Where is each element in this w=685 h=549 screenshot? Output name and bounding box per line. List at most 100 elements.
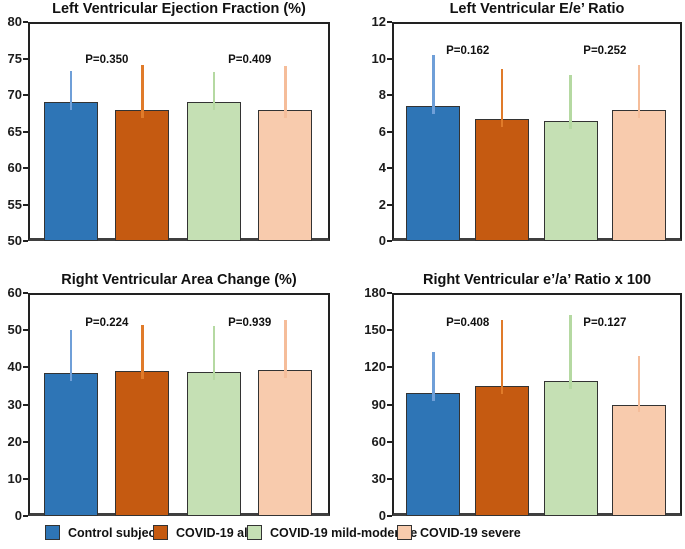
legend-label: COVID-19 mild-moderate <box>270 525 418 540</box>
y-tick-mark <box>23 403 28 406</box>
y-tick-label: 75 <box>7 50 22 66</box>
p-value-label: P=0.127 <box>583 317 627 330</box>
legend-item-control-subjects: Control subjects <box>45 525 167 540</box>
y-tick-label: 10 <box>371 50 386 66</box>
y-tick-mark <box>387 240 392 242</box>
y-tick-label: 30 <box>371 470 386 486</box>
y-tick-label: 6 <box>378 123 386 139</box>
error-bar-covid-19-severe <box>284 319 287 379</box>
bar-control-subjects <box>406 393 461 516</box>
chart-title: Left Ventricular E/e’ Ratio <box>449 1 625 17</box>
y-tick-mark <box>387 515 392 517</box>
y-tick-label: 50 <box>7 233 22 248</box>
chart-title: Right Ventricular Area Change (%) <box>61 272 297 288</box>
y-tick-label: 70 <box>7 87 22 102</box>
bar-covid-19-severe <box>612 109 667 241</box>
y-tick-mark <box>23 130 28 133</box>
chart-panel-rv-area-change: Right Ventricular Area Change (%) 60 50 40… <box>0 270 342 523</box>
y-tick-label: 20 <box>7 433 22 449</box>
chart-title: Right Ventricular e’/a’ Ratio x 100 <box>422 272 652 288</box>
y-tick-mark <box>23 292 28 294</box>
y-tick-mark <box>387 292 392 294</box>
error-bar-control-subjects <box>69 70 73 111</box>
y-tick-mark <box>387 329 392 332</box>
error-bar-control-subjects <box>69 330 73 381</box>
error-bar-control-subjects <box>432 54 435 114</box>
bar-covid-19-mild-moderate <box>187 102 242 241</box>
error-bar-covid-19-mild-moderate <box>569 74 572 129</box>
legend-swatch-covid-19-all <box>153 525 168 540</box>
bar-covid-19-mild-moderate <box>187 371 242 516</box>
y-tick-label: 40 <box>7 359 22 375</box>
y-tick-mark <box>387 167 392 169</box>
chart-panel-lv-ejection-fraction: Left Ventricular Ejection Fraction (%) 8… <box>0 0 342 270</box>
bar-covid-19-all <box>115 371 170 516</box>
y-tick-mark <box>23 329 28 332</box>
y-tick-label: 60 <box>7 160 22 175</box>
y-tick-label: 120 <box>364 359 386 375</box>
y-tick-mark <box>387 94 392 96</box>
y-tick-label: 60 <box>371 433 386 449</box>
error-bar-covid-19-all <box>141 65 144 118</box>
p-value-label: P=0.350 <box>85 54 129 67</box>
y-tick-mark <box>23 57 28 60</box>
bar-covid-19-severe <box>612 404 667 516</box>
bar-covid-19-mild-moderate <box>543 380 598 516</box>
bar-control-subjects <box>44 372 99 516</box>
y-tick-mark <box>23 21 28 23</box>
y-tick-mark <box>387 366 392 369</box>
bar-control-subjects <box>44 102 99 241</box>
y-tick-mark <box>23 203 28 206</box>
legend-item-covid-19-mild-moderate: COVID-19 mild-moderate <box>247 525 417 540</box>
error-bar-covid-19-severe <box>637 64 641 118</box>
error-bar-covid-19-all <box>500 69 504 127</box>
y-tick-label: 150 <box>364 322 386 338</box>
y-tick-label: 55 <box>7 196 22 212</box>
y-tick-label: 10 <box>7 470 22 486</box>
bar-covid-19-all <box>115 109 170 241</box>
y-tick-label: 80 <box>7 14 22 29</box>
bar-covid-19-severe <box>258 370 313 516</box>
error-bar-control-subjects <box>432 352 435 402</box>
y-tick-label: 8 <box>378 87 386 102</box>
p-value-label: P=0.224 <box>85 316 129 329</box>
error-bar-covid-19-mild-moderate <box>569 315 572 389</box>
legend-label: COVID-19 severe <box>420 525 521 540</box>
error-bar-covid-19-all <box>500 320 504 394</box>
bar-covid-19-severe <box>258 109 313 241</box>
y-tick-mark <box>387 477 392 480</box>
bar-covid-19-mild-moderate <box>543 120 598 241</box>
error-bar-covid-19-severe <box>284 65 287 118</box>
chart-panel-lv-ee-ratio: Left Ventricular E/e’ Ratio 12 10 8 6 4 2 0 P=0… <box>342 0 685 270</box>
y-tick-mark <box>23 167 28 169</box>
chart-panel-rv-ea-ratio: Right Ventricular e’/a’ Ratio x 100 180 1… <box>342 270 685 523</box>
legend-item-covid-19-all: COVID-19 all <box>153 525 251 540</box>
bar-covid-19-all <box>474 385 529 516</box>
y-tick-mark <box>23 366 28 369</box>
y-tick-label: 50 <box>7 322 22 338</box>
y-tick-mark <box>387 130 392 133</box>
y-tick-label: 180 <box>364 285 386 300</box>
y-tick-label: 60 <box>7 285 22 300</box>
chart-title: Left Ventricular Ejection Fraction (%) <box>52 1 306 17</box>
legend-label: Control subjects <box>68 525 167 540</box>
error-bar-covid-19-severe <box>637 356 641 413</box>
y-tick-mark <box>23 440 28 443</box>
y-tick-mark <box>23 240 28 242</box>
bar-covid-19-all <box>474 118 529 241</box>
legend-swatch-control-subjects <box>45 525 60 540</box>
legend-swatch-covid-19-severe <box>397 525 412 540</box>
legend-label: COVID-19 all <box>176 525 252 540</box>
legend-item-covid-19-severe: COVID-19 severe <box>397 525 521 540</box>
y-tick-label: 30 <box>7 396 22 412</box>
legend: Control subjects COVID-19 all COVID-19 mil… <box>0 520 685 549</box>
y-tick-mark <box>387 203 392 206</box>
y-tick-mark <box>23 515 28 517</box>
error-bar-covid-19-all <box>141 325 144 380</box>
y-tick-mark <box>387 403 392 406</box>
p-value-label: P=0.162 <box>446 45 490 58</box>
y-tick-label: 0 <box>14 508 22 523</box>
p-value-label: P=0.252 <box>583 45 627 58</box>
error-bar-covid-19-mild-moderate <box>212 326 216 380</box>
